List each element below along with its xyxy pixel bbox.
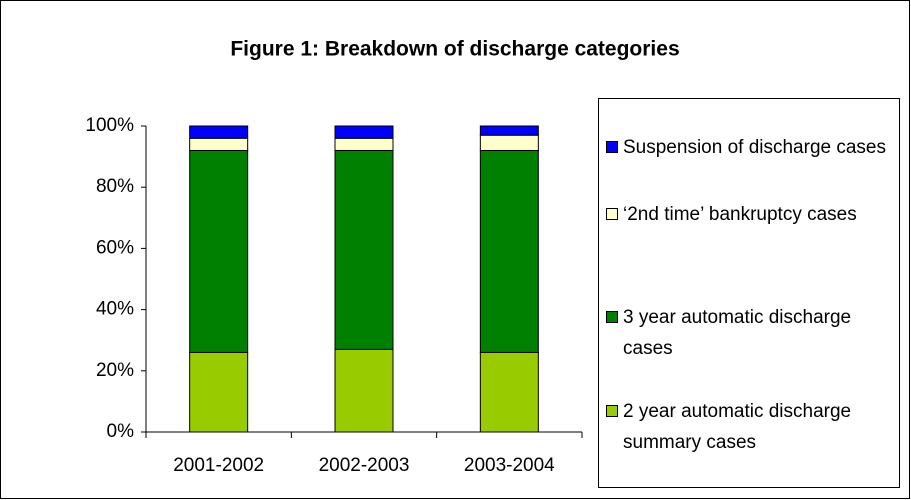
chart-title: Figure 1: Breakdown of discharge categor… [230, 38, 679, 61]
legend: Suspension of discharge cases ‘2nd time’ … [598, 98, 900, 488]
legend-item: ‘2nd time’ bankruptcy cases [606, 199, 891, 230]
bar-segment [189, 351, 249, 433]
x-tick-label: 2001-2002 [173, 455, 264, 476]
bar-segment [334, 125, 394, 139]
legend-item: 3 year automatic discharge cases [606, 302, 891, 364]
bar-segment [189, 137, 249, 151]
legend-swatch [606, 405, 618, 417]
bar-segment [479, 149, 539, 353]
bar-segment [479, 125, 539, 136]
legend-label: Suspension of discharge cases [623, 137, 886, 158]
bar-segment [334, 149, 394, 350]
legend-swatch [606, 311, 618, 323]
bar-segment [189, 125, 249, 139]
y-tick-label: 20% [96, 360, 134, 381]
bar-segment [479, 134, 539, 151]
legend-label: ‘2nd time’ bankruptcy cases [623, 204, 857, 225]
legend-swatch [606, 208, 618, 220]
x-tick-label: 2002-2003 [319, 455, 410, 476]
legend-label: 2 year automatic discharge summary cases [623, 401, 852, 453]
legend-swatch [606, 141, 618, 153]
legend-item: 2 year automatic discharge summary cases [606, 396, 891, 458]
bar-segment [334, 348, 394, 433]
y-tick-label: 80% [96, 176, 134, 197]
bar-segment [189, 149, 249, 353]
legend-label: 3 year automatic discharge cases [623, 307, 852, 359]
bar-segment [479, 351, 539, 433]
y-tick-label: 60% [96, 237, 134, 258]
y-tick-label: 40% [96, 299, 134, 320]
bar-segment [334, 137, 394, 151]
y-tick-label: 100% [85, 115, 134, 136]
y-tick-label: 0% [107, 421, 135, 442]
legend-item: Suspension of discharge cases [606, 132, 891, 163]
x-tick-label: 2003-2004 [464, 455, 555, 476]
